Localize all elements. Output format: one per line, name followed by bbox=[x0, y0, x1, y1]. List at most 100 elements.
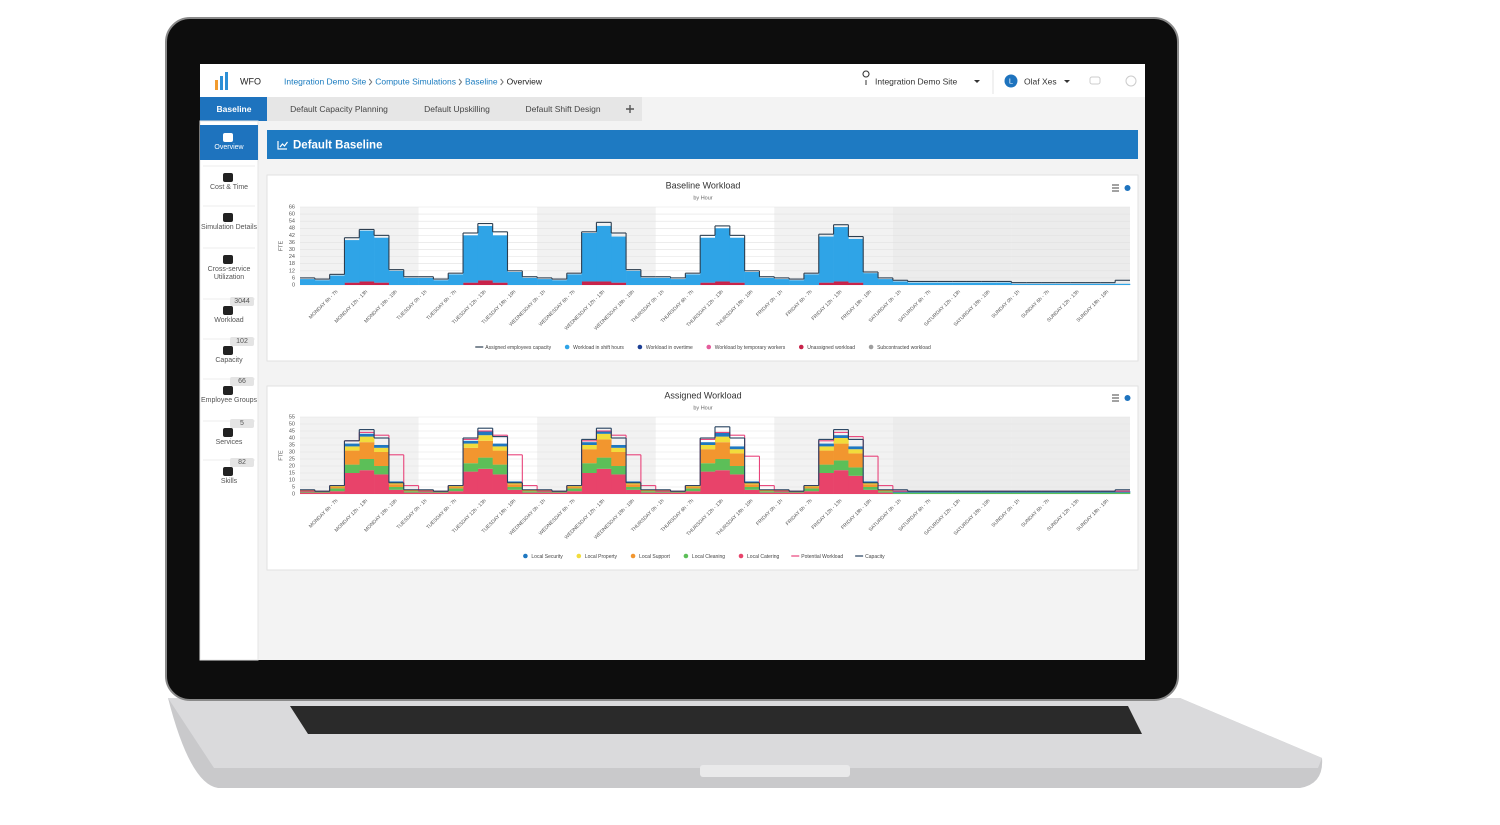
bar-segment bbox=[403, 489, 419, 492]
bar-segment bbox=[1070, 492, 1086, 494]
breadcrumb-item[interactable]: Integration Demo Site bbox=[284, 76, 366, 86]
sidebar-item[interactable]: Services bbox=[215, 439, 243, 446]
legend-label[interactable]: Local Cleaning bbox=[692, 554, 725, 560]
bar-segment bbox=[729, 453, 745, 466]
logo-text: WFO bbox=[240, 76, 261, 86]
tab[interactable]: Baseline bbox=[217, 104, 252, 114]
bar-segment bbox=[818, 236, 834, 283]
bar-segment bbox=[374, 282, 390, 285]
legend-label[interactable]: Workload in shift hours bbox=[573, 345, 624, 351]
bar-segment bbox=[670, 491, 686, 493]
bar-segment bbox=[374, 237, 390, 283]
bar-segment bbox=[463, 440, 479, 444]
chart-menu[interactable] bbox=[1112, 184, 1131, 192]
tab[interactable]: Default Shift Design bbox=[525, 104, 600, 114]
bar-segment bbox=[1041, 283, 1057, 285]
bar-segment bbox=[907, 491, 923, 493]
bar-segment bbox=[922, 492, 938, 494]
y-tick-label: 25 bbox=[289, 456, 295, 462]
y-tick-label: 10 bbox=[289, 477, 295, 483]
bar-segment bbox=[670, 492, 686, 494]
sidebar-item[interactable]: Workload bbox=[214, 317, 244, 324]
bar-segment bbox=[863, 489, 879, 494]
y-tick-label: 20 bbox=[289, 463, 295, 469]
bar-segment bbox=[433, 280, 449, 285]
y-tick-label: 0 bbox=[292, 282, 295, 288]
sidebar-icon bbox=[223, 428, 233, 437]
legend-label[interactable]: Capacity bbox=[865, 554, 885, 560]
bar-segment bbox=[818, 282, 834, 285]
help-icon[interactable] bbox=[1125, 75, 1137, 87]
y-tick-label: 18 bbox=[289, 261, 295, 267]
sidebar-item[interactable]: Cost & Time bbox=[209, 184, 249, 191]
bar-segment bbox=[522, 489, 538, 492]
sidebar-badge: 82 bbox=[230, 458, 254, 467]
chat-icon[interactable] bbox=[1089, 76, 1101, 85]
bar-segment bbox=[759, 491, 775, 493]
legend-marker bbox=[798, 344, 804, 350]
y-tick-label: 45 bbox=[289, 428, 295, 434]
y-tick-label: 66 bbox=[289, 204, 295, 210]
bar-segment bbox=[492, 464, 508, 475]
site-selector[interactable]: Integration Demo Site bbox=[875, 76, 957, 86]
add-tab[interactable] bbox=[626, 105, 634, 113]
legend-label[interactable]: Workload by temporary workers bbox=[715, 345, 786, 351]
bar-segment bbox=[403, 277, 419, 285]
bar-segment bbox=[729, 282, 745, 285]
legend-label[interactable]: Assigned employees capacity bbox=[485, 345, 551, 351]
sidebar-item[interactable]: Employee Groups bbox=[200, 397, 258, 404]
bar-segment bbox=[700, 471, 716, 494]
bar-segment bbox=[729, 466, 745, 475]
bar-segment bbox=[774, 492, 790, 494]
day-band bbox=[892, 417, 1012, 494]
sidebar-item[interactable]: Overview bbox=[214, 144, 244, 151]
bar-segment bbox=[878, 489, 894, 492]
bar-segment bbox=[848, 282, 864, 285]
bar-segment bbox=[359, 459, 375, 471]
legend-label[interactable]: Local Catering bbox=[747, 554, 779, 560]
avatar[interactable] bbox=[1004, 74, 1018, 88]
bar-segment bbox=[388, 484, 405, 487]
bar-segment bbox=[581, 445, 597, 450]
bar-segment bbox=[655, 491, 671, 493]
bar-segment bbox=[1011, 283, 1027, 285]
breadcrumb-item[interactable]: Compute Simulations bbox=[375, 76, 456, 86]
bar-segment bbox=[833, 443, 849, 461]
pin-icon bbox=[862, 70, 870, 85]
bar-segment bbox=[1115, 491, 1131, 493]
chart-menu[interactable] bbox=[1112, 394, 1131, 402]
bar-segment bbox=[952, 491, 968, 493]
bar-segment bbox=[759, 489, 775, 492]
bar-segment bbox=[878, 492, 894, 494]
bar-segment bbox=[463, 463, 479, 472]
user-name[interactable]: Olaf Xes bbox=[1024, 76, 1057, 86]
chart-title: Assigned Workload bbox=[664, 390, 741, 400]
bar-segment bbox=[996, 282, 1012, 285]
legend-label[interactable]: Workload in overtime bbox=[646, 345, 693, 351]
tab[interactable]: Default Upskilling bbox=[424, 104, 490, 114]
legend-label[interactable]: Local Support bbox=[639, 554, 670, 560]
bar-segment bbox=[729, 446, 745, 450]
breadcrumb-item[interactable]: Baseline bbox=[465, 76, 498, 86]
legend-label[interactable]: Local Property bbox=[585, 554, 618, 560]
bar-segment bbox=[463, 282, 479, 285]
bar-segment bbox=[952, 492, 968, 494]
bar-segment bbox=[418, 491, 434, 493]
bar-segment bbox=[863, 484, 879, 487]
sidebar-item[interactable]: Simulation Details bbox=[200, 224, 258, 231]
bar-segment bbox=[374, 447, 390, 452]
bar-segment bbox=[892, 491, 908, 493]
sidebar-item[interactable]: Cross-service Utilization bbox=[207, 266, 251, 281]
bar-segment bbox=[1041, 492, 1057, 494]
legend-label[interactable]: Potential Workload bbox=[801, 554, 843, 560]
tab[interactable]: Default Capacity Planning bbox=[290, 104, 388, 114]
bar-segment bbox=[685, 491, 701, 494]
sidebar-item[interactable]: Capacity bbox=[215, 357, 243, 364]
bar-segment bbox=[848, 467, 864, 476]
bar-segment bbox=[537, 489, 553, 492]
legend-label[interactable]: Local Security bbox=[531, 554, 563, 560]
legend-label[interactable]: Subcontracted workload bbox=[877, 345, 931, 351]
sidebar-item[interactable]: Skills bbox=[220, 478, 238, 485]
bar-segment bbox=[759, 492, 775, 494]
legend-label[interactable]: Unassigned workload bbox=[807, 345, 855, 351]
